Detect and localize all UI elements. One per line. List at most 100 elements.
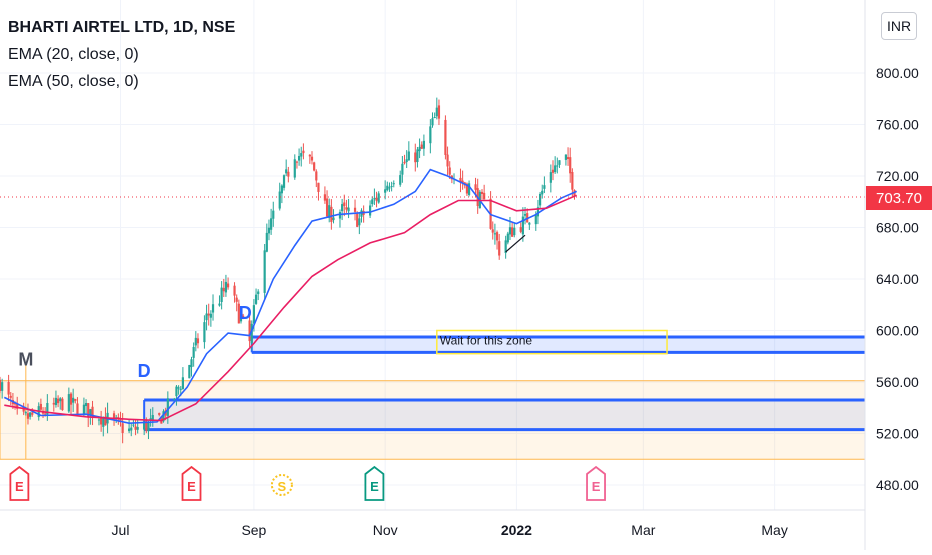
candle-body [405,159,408,163]
earnings-icon[interactable] [364,465,385,501]
candle-body [571,172,574,190]
candle-body [285,169,288,174]
candle-body [151,415,154,421]
candle-body [149,418,152,420]
candle-body [59,398,62,402]
candle-body [132,424,135,426]
candle-body [414,152,417,163]
candle-body [39,403,42,410]
candle-body [29,412,32,417]
candle-body [347,207,350,212]
candle-body [194,337,197,346]
candle-body [158,412,161,415]
candle-body [554,165,557,173]
candle-body [422,140,425,149]
earnings-icon[interactable] [586,465,606,501]
candle-body [317,182,320,192]
ema50-legend[interactable]: EMA (50, close, 0) [8,73,139,90]
candle-body [543,185,546,189]
candle-body [315,171,318,181]
candle-body [573,190,576,197]
candle-body [222,287,225,292]
candle-body [89,409,92,416]
candle-body [551,169,555,173]
ema50-line [4,194,578,422]
candle-body [31,412,34,415]
candle-body [569,157,572,174]
candle-body [392,183,395,185]
y-tick-label: 720.00 [876,168,919,184]
y-tick-label: 800.00 [876,65,919,81]
candle-body [420,144,423,149]
candle-body [130,427,133,431]
candle-body [263,250,266,293]
candle-body [254,294,258,304]
candle-body [506,233,509,243]
candle-body [82,404,86,415]
candle-body [24,412,27,414]
candle-body [431,118,434,126]
candle-body [272,210,275,219]
candle-body [91,406,94,419]
candle-body [416,149,419,162]
candle-body [143,421,146,430]
candle-body [102,417,105,427]
candle-body [177,387,180,389]
ema20-legend[interactable]: EMA (20, close, 0) [8,46,139,63]
candle-body [128,428,131,432]
candle-body [257,291,260,295]
candle-body [465,183,469,194]
candle-body [330,206,333,222]
candle-body [209,313,212,318]
candle-body [300,153,303,157]
candle-body [147,421,150,432]
candle-body [353,207,357,212]
candle-body [338,212,342,219]
candle-body [467,183,471,195]
symbol-title[interactable]: BHARTI AIRTEL LTD, 1D, NSE [8,19,236,36]
candle-body [97,419,101,421]
candle-body [224,281,228,293]
candle-body [519,227,522,232]
split-icon[interactable] [270,474,293,496]
last-price-tag: 703.70 [866,186,932,210]
event-letter: E [187,479,196,494]
candle-body [207,313,210,316]
x-tick-label: May [761,522,787,538]
candle-body [448,167,451,175]
candle-body [491,229,494,233]
y-tick-label: 600.00 [876,323,919,339]
candle-body [534,215,537,225]
earnings-icon[interactable] [9,465,30,501]
candle-body [239,316,243,322]
candle-body [403,161,406,164]
candle-body [549,172,552,183]
candle-body [297,155,301,161]
y-tick-label: 520.00 [876,426,919,442]
candle-body [179,388,182,390]
event-letter: E [15,479,24,494]
x-tick-label: Jul [112,522,130,538]
candle-body [295,161,299,163]
candle-body [513,227,516,236]
candle-body [384,189,387,193]
candle-body [248,320,251,342]
candle-body [480,191,484,195]
candle-body [386,185,389,191]
candle-body [368,205,372,216]
candle-body [267,227,271,234]
candle-body [136,427,139,430]
candle-body [134,426,137,430]
earnings-icon[interactable] [181,465,202,501]
candle-body [493,233,497,235]
candle-body [390,185,393,187]
event-letter: E [370,479,379,494]
candle-body [282,175,286,188]
candle-body [192,346,195,358]
candle-body [371,199,374,205]
candle-body [235,297,238,302]
currency-button[interactable]: INR [881,12,917,40]
candle-body [328,205,331,218]
